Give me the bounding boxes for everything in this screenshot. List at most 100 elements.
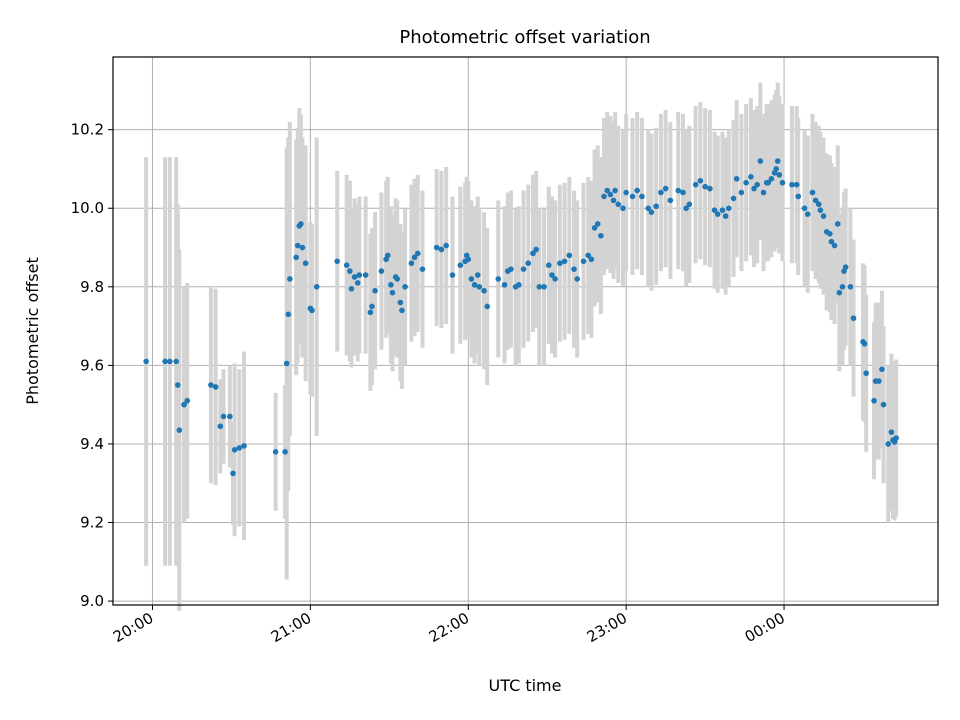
data-point (299, 244, 306, 251)
data-point (220, 413, 227, 420)
data-point (143, 358, 149, 365)
data-point (667, 197, 674, 204)
data-point (847, 284, 854, 290)
data-point (863, 370, 869, 377)
data-point (541, 284, 547, 290)
data-point (402, 284, 408, 290)
data-point (362, 272, 369, 278)
data-point (449, 272, 456, 278)
data-point (334, 258, 341, 265)
data-point (789, 181, 795, 188)
data-point (561, 258, 568, 265)
data-point (354, 280, 361, 286)
data-point (408, 260, 415, 267)
data-point (302, 260, 309, 267)
data-point (162, 358, 168, 365)
x-axis-label: UTC time (489, 676, 562, 695)
data-point (760, 189, 767, 196)
data-point (552, 276, 558, 282)
plot-frame (112, 56, 939, 606)
data-point (356, 272, 363, 278)
data-point (173, 358, 179, 365)
data-point (384, 252, 391, 259)
y-tick-label: 9.2 (80, 514, 104, 532)
data-point (438, 246, 445, 253)
data-point (591, 225, 598, 231)
data-point (879, 366, 885, 373)
data-point (272, 448, 279, 455)
data-point (743, 179, 749, 186)
data-point (457, 262, 464, 269)
data-point (557, 260, 563, 267)
data-points (143, 158, 899, 477)
data-point (648, 209, 655, 215)
data-point (765, 179, 772, 186)
data-point (610, 197, 617, 204)
y-tick-label: 9.4 (80, 435, 104, 453)
data-point (167, 358, 173, 365)
data-point (820, 213, 827, 219)
data-point (697, 177, 704, 184)
data-point (525, 260, 532, 267)
data-point (817, 207, 824, 214)
data-point (683, 205, 689, 212)
data-point (774, 158, 781, 164)
data-point (776, 172, 783, 178)
data-point (530, 250, 536, 257)
data-point (658, 189, 664, 196)
data-point (748, 174, 754, 180)
data-point (594, 221, 601, 227)
data-point (722, 213, 729, 219)
data-point (842, 264, 849, 270)
data-point (347, 268, 353, 274)
data-point (536, 284, 543, 290)
data-point (645, 205, 652, 212)
data-point (283, 360, 290, 367)
data-point (686, 201, 693, 208)
data-point (394, 276, 401, 282)
data-point (372, 287, 378, 294)
data-point (754, 181, 761, 188)
data-point (481, 287, 487, 294)
data-point (217, 423, 224, 430)
data-point (620, 205, 626, 212)
y-tick-label: 9.0 (80, 592, 104, 610)
data-point (236, 445, 243, 451)
y-axis-label: Photometric offset (23, 257, 42, 405)
data-point (850, 315, 857, 322)
data-point (501, 282, 508, 288)
data-point (588, 256, 595, 263)
data-point (181, 401, 187, 408)
data-point (433, 244, 440, 251)
data-point (714, 211, 721, 217)
data-point (634, 187, 641, 194)
data-point (388, 282, 394, 288)
data-point (414, 250, 421, 257)
data-point (241, 443, 247, 449)
data-point (707, 185, 713, 192)
data-point (471, 282, 478, 288)
data-point (885, 441, 892, 447)
data-point (812, 197, 819, 204)
data-point (348, 285, 355, 292)
data-point (598, 232, 604, 239)
data-point (287, 276, 293, 282)
data-point (639, 193, 645, 200)
data-point (293, 254, 299, 261)
data-point (397, 299, 404, 306)
data-point (815, 201, 822, 208)
data-point (804, 211, 811, 217)
data-point (367, 309, 374, 316)
data-point (309, 307, 315, 314)
data-point (725, 205, 732, 212)
data-point (515, 282, 522, 288)
data-point (702, 183, 708, 190)
data-point (801, 205, 808, 212)
data-point (389, 289, 396, 296)
data-point (566, 252, 573, 259)
data-point (508, 266, 514, 272)
data-point (757, 158, 764, 164)
data-point (893, 435, 899, 441)
data-point (174, 382, 181, 388)
